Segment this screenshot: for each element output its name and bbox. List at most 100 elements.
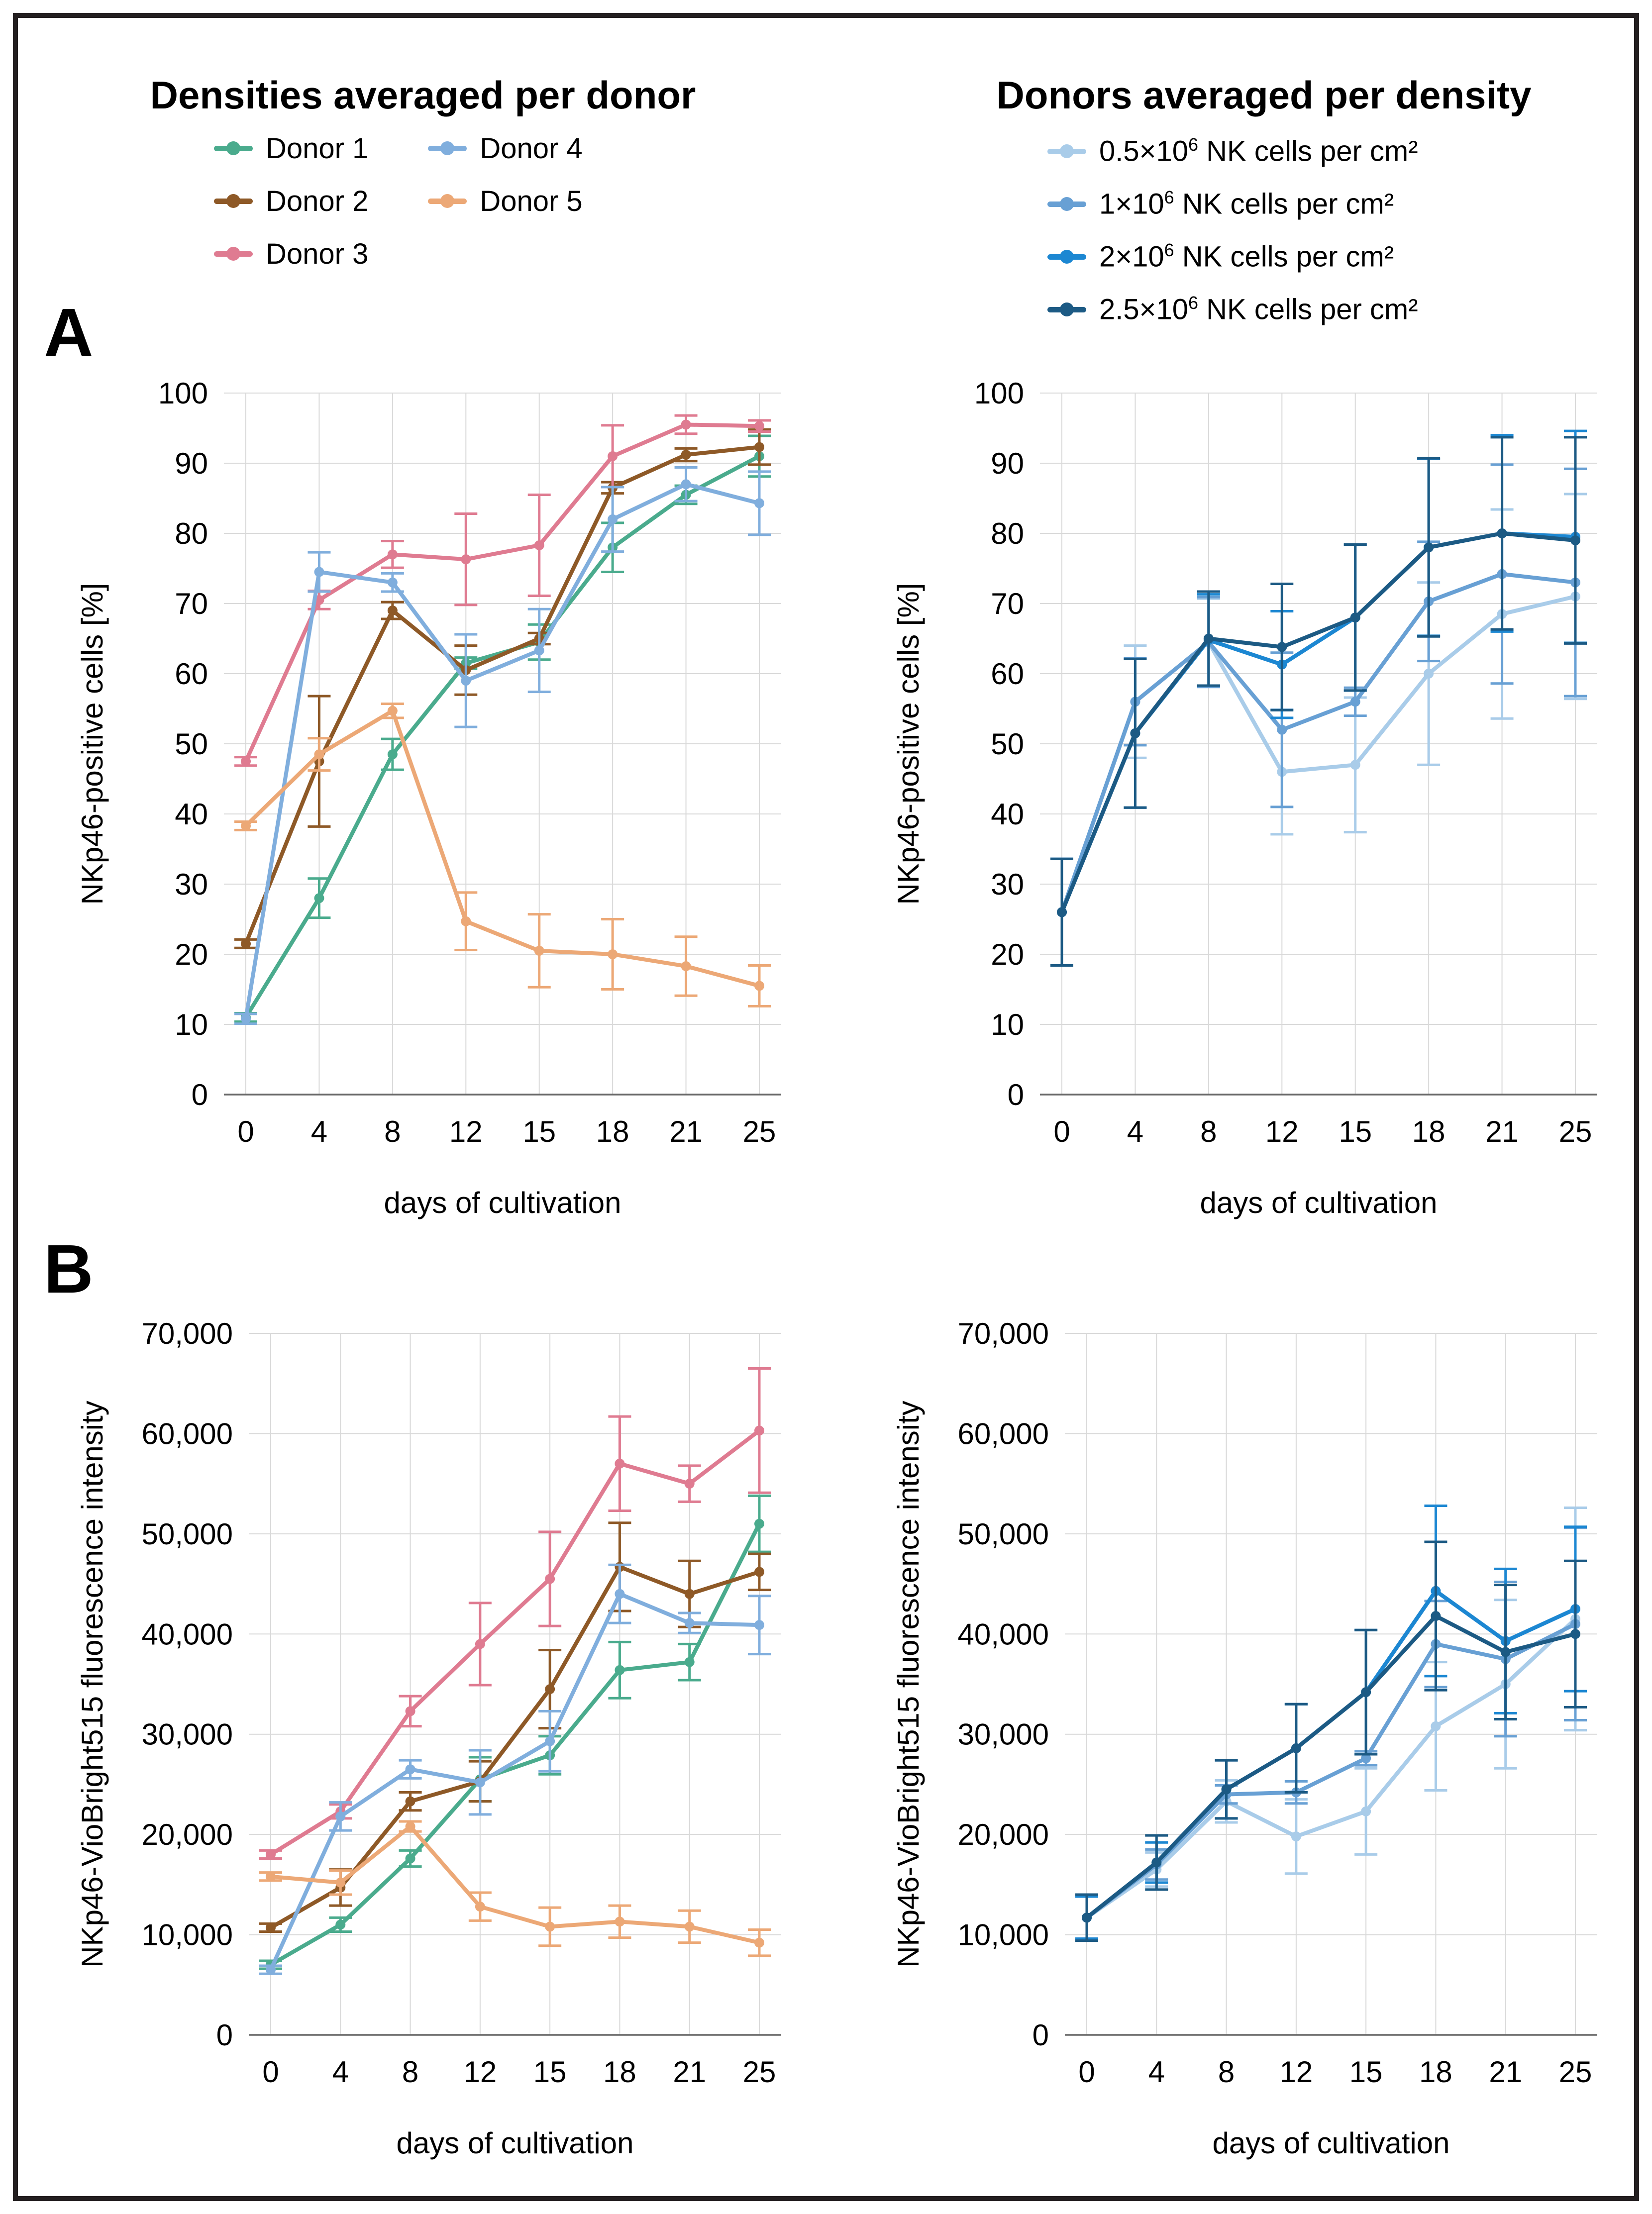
- legend-item-label: Donor 1: [266, 132, 369, 165]
- series-line-a-left-4: [244, 708, 761, 988]
- data-point-a-left-4: [387, 705, 398, 716]
- y-tick-label: 60,000: [957, 1417, 1049, 1450]
- data-point-a-right-0: [1424, 669, 1434, 679]
- data-point-a-left-2: [241, 756, 251, 767]
- left-column-title: Densities averaged per donor: [150, 73, 696, 117]
- legend-item-donor-3: Donor 3: [214, 236, 368, 272]
- data-point-b-left-2: [405, 1706, 415, 1716]
- data-point-b-left-2: [684, 1479, 695, 1489]
- data-point-b-right-3: [1221, 1784, 1232, 1795]
- legend-item-donor-5: Donor 5: [428, 183, 583, 219]
- donor-2-marker-icon: [214, 194, 253, 208]
- series-line-b-left-0: [269, 1521, 761, 1967]
- legend-item-density-2.5: 2.5×106 NK cells per cm²: [1047, 292, 1418, 327]
- data-point-a-left-0: [314, 893, 324, 904]
- y-tick-label: 90: [991, 447, 1024, 480]
- donor-1-marker-icon: [214, 141, 253, 155]
- data-point-b-left-3: [545, 1736, 555, 1746]
- chart-fluorescence-per-density: 0 10,000 20,000 30,000 40,000 50,000 60,000 70,…: [876, 1259, 1642, 2179]
- y-tick-label: 50,000: [957, 1517, 1049, 1551]
- legend-item-density-1: 1×106 NK cells per cm²: [1047, 186, 1418, 222]
- x-axis-title: days of cultivation: [1200, 1186, 1438, 1219]
- y-tick-label: 30: [175, 868, 208, 901]
- data-point-b-left-3: [684, 1618, 695, 1628]
- data-point-b-left-4: [475, 1902, 485, 1912]
- data-point-a-right-3: [1203, 633, 1214, 644]
- y-tick-label: 0: [192, 1078, 208, 1111]
- data-point-a-left-4: [608, 949, 618, 959]
- x-tick-label: 12: [1279, 2055, 1313, 2089]
- y-tick-label: 0: [1008, 1078, 1024, 1111]
- data-point-a-left-4: [754, 981, 764, 991]
- data-point-a-left-2: [534, 540, 544, 550]
- x-tick-label: 18: [596, 1115, 629, 1148]
- legend-item-density-0.5: 0.5×106 NK cells per cm²: [1047, 133, 1418, 169]
- y-tick-label: 40: [991, 798, 1024, 831]
- y-tick-label: 20,000: [141, 1818, 233, 1851]
- data-point-b-left-3: [475, 1777, 485, 1788]
- data-point-a-right-3: [1350, 612, 1360, 623]
- data-point-b-right-0: [1291, 1831, 1301, 1842]
- x-tick-label: 8: [402, 2055, 418, 2089]
- data-point-b-left-4: [335, 1877, 346, 1888]
- y-tick-label: 80: [991, 517, 1024, 550]
- x-axis-title: days of cultivation: [397, 2126, 634, 2160]
- data-point-b-right-3: [1291, 1743, 1301, 1753]
- data-point-a-left-3: [241, 1013, 251, 1024]
- data-point-a-left-3: [681, 479, 691, 490]
- legend-donors: Donor 1 Donor 2 Donor 3 Donor 4 Donor 5: [214, 130, 583, 272]
- chart-svg-b-left: 0 10,000 20,000 30,000 40,000 50,000 60,000 70,…: [76, 1317, 781, 2160]
- data-point-b-left-1: [754, 1567, 764, 1577]
- data-point-b-left-0: [405, 1853, 415, 1864]
- data-point-b-left-0: [335, 1919, 346, 1930]
- x-tick-label: 0: [262, 2055, 279, 2089]
- y-tick-label: 100: [158, 377, 208, 410]
- density-1-marker-icon: [1047, 197, 1086, 211]
- y-tick-label: 20: [175, 938, 208, 971]
- x-tick-label: 15: [1349, 2055, 1383, 2089]
- x-tick-label: 8: [1218, 2055, 1235, 2089]
- x-axis-title: days of cultivation: [1213, 2126, 1450, 2160]
- data-point-b-left-2: [545, 1574, 555, 1584]
- data-point-a-right-3: [1570, 535, 1580, 546]
- legend-item-label: 0.5×106 NK cells per cm²: [1099, 134, 1418, 168]
- y-tick-label: 50,000: [141, 1517, 233, 1551]
- data-point-b-left-0: [615, 1665, 625, 1675]
- data-point-b-left-1: [684, 1589, 695, 1599]
- y-tick-label: 50: [991, 727, 1024, 761]
- y-tick-label: 70: [991, 587, 1024, 620]
- x-tick-label: 21: [669, 1115, 703, 1148]
- y-tick-label: 70,000: [957, 1317, 1049, 1350]
- legend-item-density-2: 2×106 NK cells per cm²: [1047, 239, 1418, 275]
- data-point-a-right-3: [1277, 642, 1287, 652]
- legend-item-donor-1: Donor 1: [214, 130, 368, 166]
- series-line-b-left-3: [269, 1592, 761, 1972]
- x-tick-label: 4: [1148, 2055, 1165, 2089]
- x-tick-label: 21: [1485, 1115, 1519, 1148]
- y-tick-label: 0: [216, 2018, 233, 2052]
- series-line-b-right-1: [1085, 1622, 1577, 1920]
- data-point-a-left-2: [608, 451, 618, 461]
- donor-5-marker-icon: [428, 194, 467, 208]
- data-point-b-left-4: [405, 1821, 415, 1832]
- data-point-b-left-3: [615, 1589, 625, 1599]
- x-tick-label: 8: [1200, 1115, 1217, 1148]
- data-point-b-right-0: [1361, 1806, 1371, 1816]
- x-tick-label: 0: [237, 1115, 254, 1148]
- x-tick-label: 25: [1559, 1115, 1592, 1148]
- y-axis-title: NKp46-positive cells [%]: [76, 583, 109, 905]
- y-tick-label: 0: [1032, 2018, 1049, 2052]
- y-axis-title: NKp46-VioBright515 fluorescence intensit…: [76, 1401, 109, 1968]
- data-point-a-left-4: [461, 916, 471, 926]
- y-tick-label: 70,000: [141, 1317, 233, 1350]
- series-line-a-right-3: [1060, 531, 1577, 914]
- data-point-b-right-1: [1361, 1753, 1371, 1764]
- legend-donors-col-2: Donor 4 Donor 5: [428, 130, 583, 272]
- density-2-marker-icon: [1047, 249, 1086, 264]
- data-point-b-left-0: [754, 1518, 764, 1529]
- data-point-b-left-1: [405, 1796, 415, 1807]
- data-point-b-left-4: [545, 1921, 555, 1932]
- data-point-a-left-2: [461, 554, 471, 565]
- data-point-b-left-2: [615, 1458, 625, 1469]
- data-point-a-left-4: [241, 820, 251, 831]
